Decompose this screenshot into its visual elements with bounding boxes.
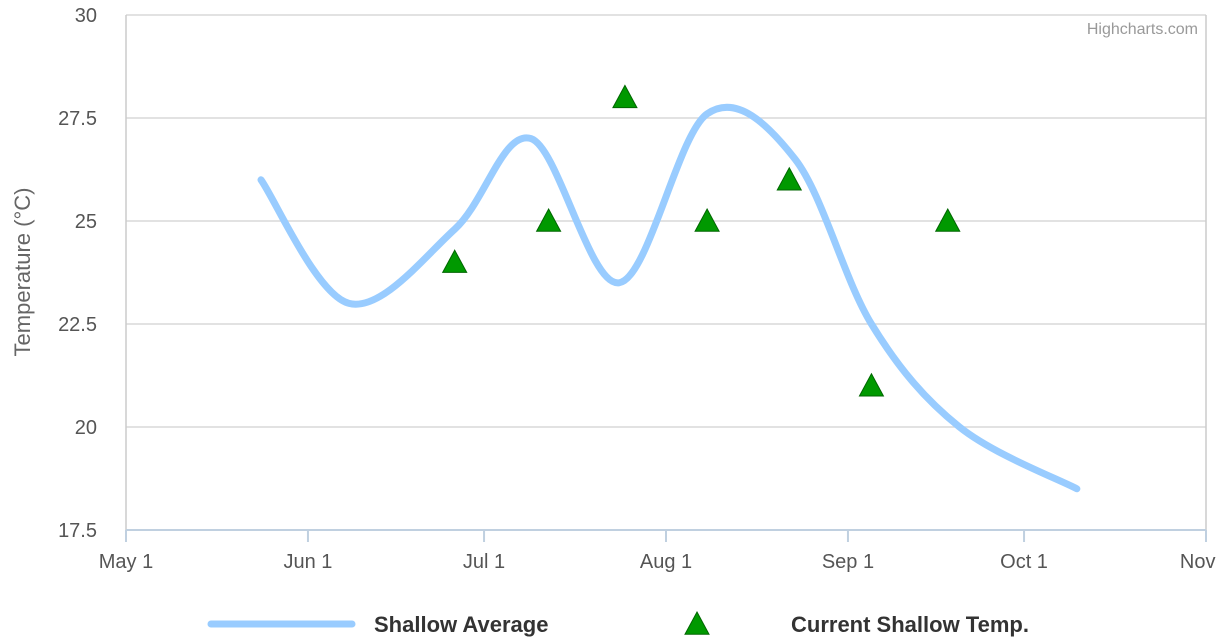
y-tick-label: 20 — [75, 417, 97, 439]
data-point-current-shallow-temp[interactable] — [776, 166, 803, 191]
x-tick-label: Aug 1 — [640, 551, 692, 573]
legend-symbol-current-shallow-temp[interactable] — [684, 610, 710, 635]
data-point-current-shallow-temp[interactable] — [858, 372, 885, 397]
x-tick-label: Jun 1 — [283, 551, 332, 573]
data-point-current-shallow-temp[interactable] — [612, 84, 638, 109]
y-tick-label: 25 — [75, 211, 97, 233]
y-tick-label: 27.5 — [58, 108, 97, 130]
x-tick-label: May 1 — [99, 551, 153, 573]
x-tick-label: Oct 1 — [1000, 551, 1048, 573]
x-tick-label: Nov 1 — [1180, 551, 1216, 573]
data-point-current-shallow-temp[interactable] — [535, 207, 562, 232]
y-tick-label: 22.5 — [58, 314, 97, 336]
credit-label[interactable]: Highcharts.com — [1087, 21, 1198, 38]
data-point-current-shallow-temp[interactable] — [934, 207, 961, 232]
y-tick-label: 17.5 — [58, 520, 97, 542]
x-tick-label: Jul 1 — [463, 551, 505, 573]
legend: Shallow Average Current Shallow Temp. — [207, 610, 1029, 637]
series-layer — [257, 84, 1081, 493]
gridlines — [125, 14, 1207, 530]
axes: 17.5 20 22.5 25 27.5 30 May 1 Jun 1 Jul 1 Aug 1 Se… — [58, 5, 1216, 573]
y-tick-label: 30 — [75, 5, 97, 27]
legend-label-current-shallow-temp[interactable]: Current Shallow Temp. — [791, 612, 1029, 637]
series-line-shallow-average[interactable] — [257, 103, 1081, 493]
x-tick-label: Sep 1 — [822, 551, 874, 573]
data-point-current-shallow-temp[interactable] — [694, 207, 720, 232]
data-point-current-shallow-temp[interactable] — [441, 249, 468, 273]
y-axis-title: Temperature (°C) — [10, 188, 35, 357]
legend-label-shallow-average[interactable]: Shallow Average — [374, 612, 548, 637]
